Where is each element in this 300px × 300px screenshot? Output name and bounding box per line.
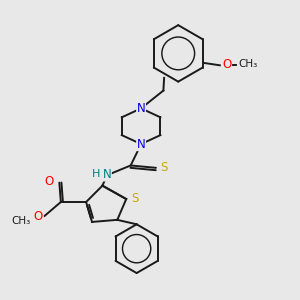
Text: S: S <box>131 192 138 205</box>
Text: N: N <box>137 138 146 151</box>
Text: S: S <box>161 161 168 174</box>
Text: H: H <box>92 169 100 179</box>
Text: N: N <box>137 102 146 115</box>
Text: O: O <box>34 210 43 224</box>
Text: O: O <box>45 175 54 188</box>
Text: CH₃: CH₃ <box>238 59 257 69</box>
Text: CH₃: CH₃ <box>11 216 31 226</box>
Text: N: N <box>103 168 111 181</box>
Text: O: O <box>222 58 232 71</box>
